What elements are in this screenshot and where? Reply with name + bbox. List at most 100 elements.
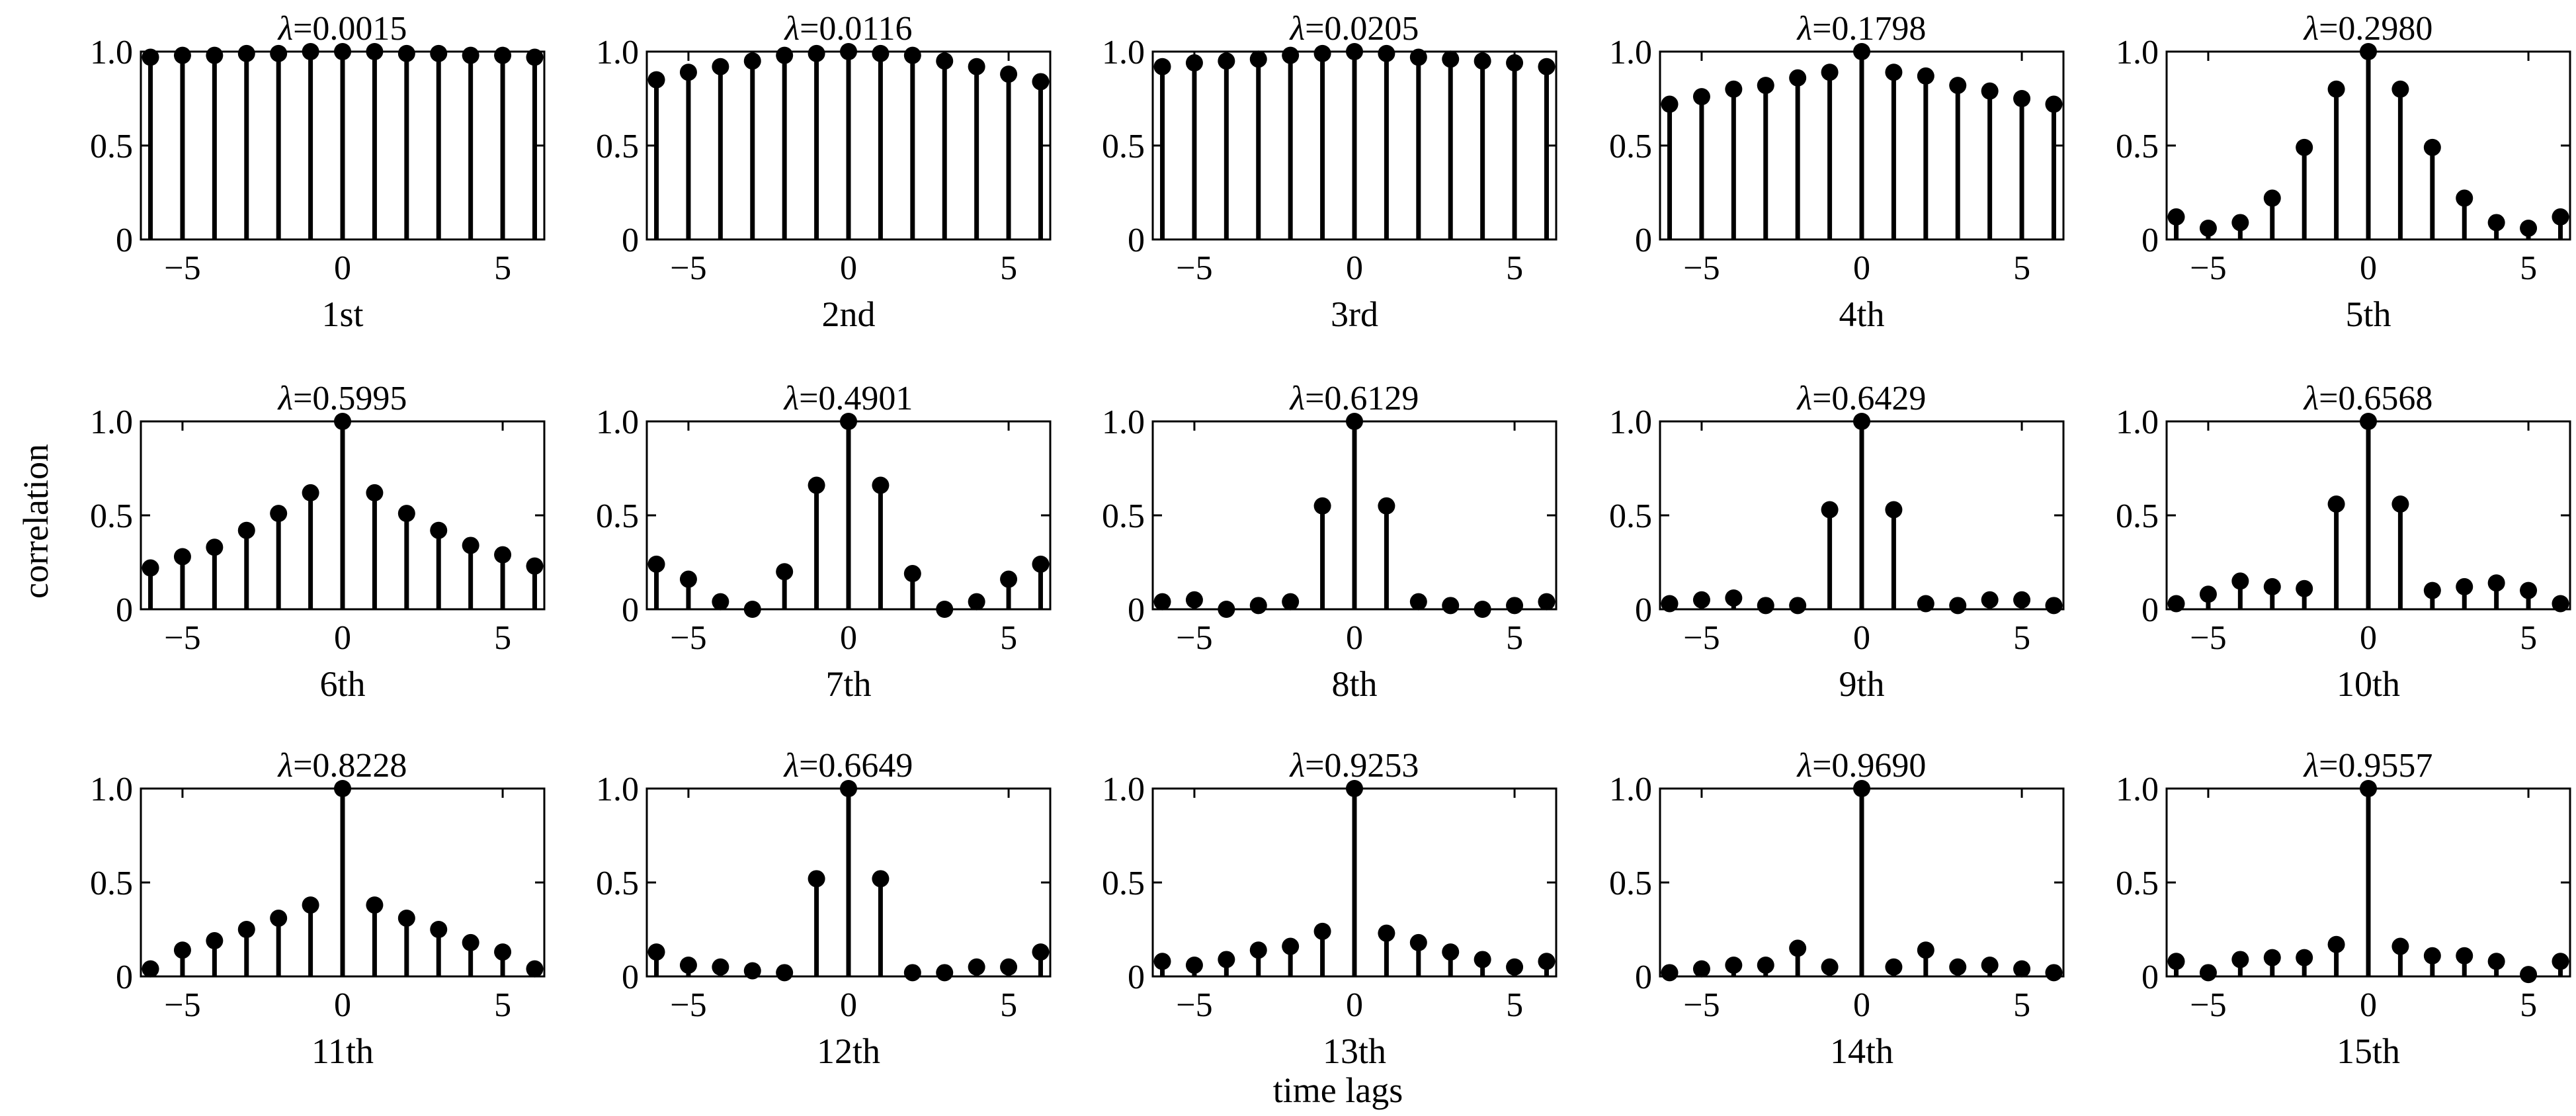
x-tick-label: 5 bbox=[2013, 986, 2030, 1024]
stem-marker bbox=[808, 870, 825, 888]
y-tick-label: 0 bbox=[1635, 591, 1652, 629]
stem-marker bbox=[808, 476, 825, 494]
figure-ylabel: correlation bbox=[16, 444, 56, 599]
panel-xlabel: 6th bbox=[319, 664, 365, 704]
stem-marker bbox=[2231, 951, 2249, 968]
y-tick-label: 1.0 bbox=[90, 404, 133, 441]
lambda-symbol: λ bbox=[1289, 380, 1306, 417]
x-tick-label: −5 bbox=[670, 986, 706, 1024]
stem-marker bbox=[2045, 964, 2063, 982]
lambda-value: =0.5995 bbox=[293, 380, 407, 417]
x-tick-label: 5 bbox=[494, 249, 511, 287]
x-tick-label: 5 bbox=[2520, 249, 2537, 287]
stem-marker bbox=[2487, 214, 2505, 232]
stem-marker bbox=[776, 964, 794, 982]
y-tick-label: 1.0 bbox=[2116, 771, 2159, 808]
panel-13: λ=0.9253 0 0.5 1.0 −5 0 5 13th bbox=[1102, 747, 1558, 1071]
stem-marker bbox=[2552, 595, 2569, 613]
stem-marker bbox=[840, 413, 857, 430]
x-tick-label: 5 bbox=[2520, 619, 2537, 657]
x-tick-label: 5 bbox=[1000, 986, 1017, 1024]
y-tick-label: 0 bbox=[1128, 591, 1145, 629]
lambda-value: =0.1798 bbox=[1812, 10, 1926, 48]
stem-marker bbox=[1185, 54, 1203, 72]
figure-xlabel: time lags bbox=[1273, 1070, 1403, 1110]
x-tick-label: −5 bbox=[164, 619, 200, 657]
stem-marker bbox=[2263, 578, 2281, 595]
stem-marker bbox=[2263, 189, 2281, 207]
x-tick-label: 0 bbox=[840, 619, 857, 657]
stem-marker bbox=[903, 565, 921, 583]
stem-marker bbox=[2013, 960, 2031, 978]
stem-marker bbox=[1538, 593, 1556, 611]
stem-marker bbox=[397, 505, 415, 523]
y-tick-label: 0 bbox=[2141, 959, 2159, 996]
stem-marker bbox=[872, 870, 890, 888]
lambda-symbol: λ bbox=[277, 10, 294, 48]
stem-marker bbox=[366, 484, 384, 501]
y-tick-label: 1.0 bbox=[90, 34, 133, 71]
stem-marker bbox=[1218, 52, 1235, 70]
stem-marker bbox=[1378, 924, 1395, 942]
y-tick-label: 0.5 bbox=[2116, 128, 2159, 165]
panel-title: λ=0.9253 bbox=[1289, 747, 1419, 785]
stem-marker bbox=[1853, 43, 1870, 60]
x-tick-label: 0 bbox=[2360, 619, 2377, 657]
y-tick-label: 0 bbox=[622, 591, 639, 629]
panel-title: λ=0.6649 bbox=[783, 747, 913, 785]
stem-marker bbox=[1346, 780, 1363, 797]
lambda-symbol: λ bbox=[783, 747, 800, 785]
stem-marker bbox=[903, 46, 921, 64]
panel-title: λ=0.4901 bbox=[783, 380, 913, 417]
stem-marker bbox=[872, 476, 890, 494]
stem-marker bbox=[1506, 54, 1524, 72]
panel-title: λ=0.0205 bbox=[1289, 10, 1419, 48]
stem-marker bbox=[647, 71, 665, 89]
stem-marker bbox=[2423, 581, 2441, 599]
stem-marker bbox=[1474, 951, 1491, 968]
panel-5: λ=0.2980 0 0.5 1.0 −5 0 5 5th bbox=[2116, 10, 2571, 334]
stem-marker bbox=[1949, 597, 1967, 615]
stem-marker bbox=[142, 960, 159, 978]
y-tick-label: 0.5 bbox=[1609, 865, 1652, 902]
panel-xlabel: 5th bbox=[2345, 294, 2391, 334]
stem-marker bbox=[1757, 77, 1774, 95]
lambda-symbol: λ bbox=[783, 380, 800, 417]
stem-marker bbox=[526, 48, 544, 66]
stem-marker bbox=[2552, 208, 2569, 226]
stem-marker bbox=[1032, 73, 1050, 91]
stem-marker bbox=[936, 601, 954, 618]
stem-marker bbox=[647, 943, 665, 961]
y-tick-label: 0 bbox=[116, 591, 133, 629]
stem-marker bbox=[173, 548, 191, 566]
stem-marker bbox=[712, 58, 729, 75]
y-tick-label: 1.0 bbox=[596, 771, 639, 808]
stem-marker bbox=[1917, 595, 1934, 613]
stem-marker bbox=[679, 64, 697, 81]
y-tick-label: 0 bbox=[116, 959, 133, 996]
stem-marker bbox=[1474, 52, 1491, 70]
x-tick-label: 5 bbox=[1506, 986, 1523, 1024]
stem-marker bbox=[302, 896, 319, 914]
stem-marker bbox=[366, 43, 384, 60]
stem-marker bbox=[2520, 581, 2538, 599]
stem-marker bbox=[1409, 593, 1427, 611]
panel-2: λ=0.0116 0 0.5 1.0 −5 0 5 2nd bbox=[596, 10, 1052, 334]
lambda-symbol: λ bbox=[1796, 380, 1813, 417]
stem-marker bbox=[1757, 956, 1774, 974]
panel-12: λ=0.6649 0 0.5 1.0 −5 0 5 12th bbox=[596, 747, 1052, 1071]
stem-marker bbox=[1506, 597, 1524, 615]
stem-marker bbox=[1185, 956, 1203, 974]
stem-marker bbox=[1153, 593, 1171, 611]
x-tick-label: −5 bbox=[164, 986, 200, 1024]
stem-marker bbox=[1442, 943, 1460, 961]
lambda-symbol: λ bbox=[2303, 10, 2319, 48]
stem-marker bbox=[1981, 956, 1999, 974]
stem-marker bbox=[1378, 497, 1395, 515]
stem-marker bbox=[1378, 44, 1395, 62]
y-tick-label: 0 bbox=[1635, 959, 1652, 996]
stem-marker bbox=[1725, 956, 1743, 974]
panel-8: λ=0.6129 0 0.5 1.0 −5 0 5 8th bbox=[1102, 380, 1558, 704]
stem-marker bbox=[334, 43, 351, 60]
x-tick-label: 5 bbox=[494, 986, 511, 1024]
